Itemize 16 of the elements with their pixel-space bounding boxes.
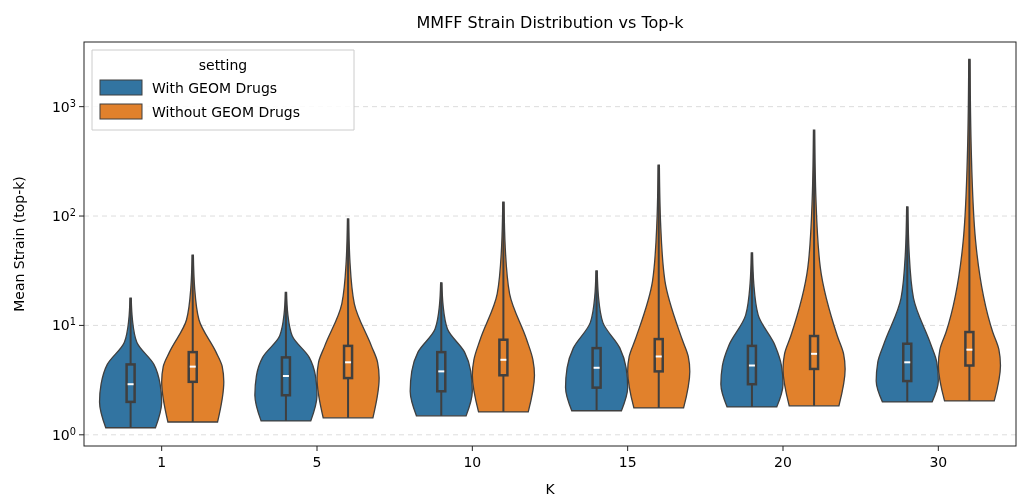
y-tick-label: 10$^{2}$ (51, 206, 76, 225)
legend-title: setting (198, 57, 248, 73)
x-axis-title: K (545, 481, 556, 497)
y-axis-title: Mean Strain (top-k) (11, 176, 27, 312)
y-tick-label: 10$^{1}$ (51, 315, 76, 334)
y-tick-label: 10$^{0}$ (51, 425, 76, 443)
legend-label: With GEOM Drugs (152, 80, 278, 96)
chart-title: MMFF Strain Distribution vs Top-k (416, 13, 685, 32)
x-tick-label: 30 (929, 454, 948, 470)
x-tick-label: 5 (312, 454, 322, 470)
x-tick-label: 1 (157, 454, 167, 470)
x-tick-label: 15 (618, 454, 637, 470)
legend-label: Without GEOM Drugs (152, 104, 300, 120)
x-tick-label: 20 (774, 454, 792, 470)
x-tick-label: 10 (463, 454, 482, 470)
y-tick-label: 10$^{3}$ (51, 97, 76, 115)
